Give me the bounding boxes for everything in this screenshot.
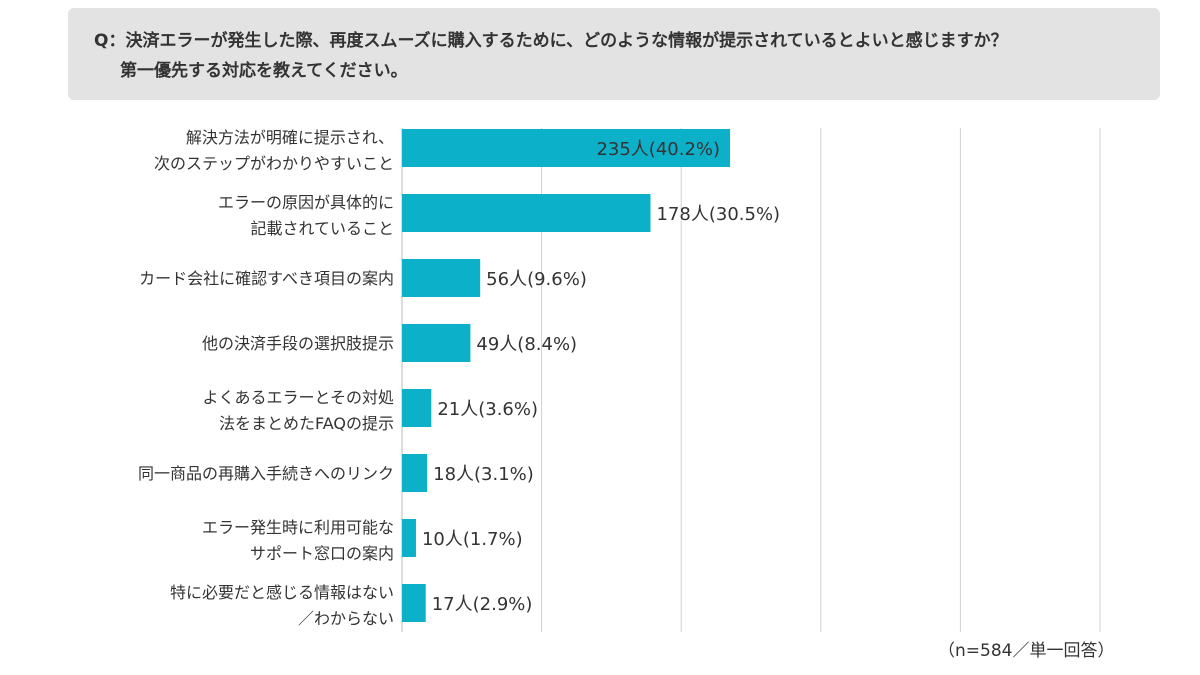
category-label: よくあるエラーとその対処法をまとめたFAQの提示 xyxy=(202,388,394,433)
category-label: カード会社に確認すべき項目の案内 xyxy=(139,269,394,288)
category-label: 他の決済手段の選択肢提示 xyxy=(202,334,394,353)
category-label: エラーの原因が具体的に記載されていること xyxy=(218,193,394,238)
bar xyxy=(402,389,432,427)
bar xyxy=(402,259,481,297)
data-label: 49人(8.4%) xyxy=(476,334,577,355)
sample-note: （n=584／単一回答） xyxy=(938,641,1115,661)
data-label: 17人(2.9%) xyxy=(432,594,533,615)
bar xyxy=(402,519,416,557)
category-label: 解決方法が明確に提示され、次のステップがわかりやすいこと xyxy=(154,128,394,173)
question-text: Q：決済エラーが発生した際、再度スムーズに購入するために、どのような情報が提示さ… xyxy=(94,31,1008,51)
data-label: 235人(40.2%) xyxy=(596,139,720,160)
question-subtext: 第一優先する対応を教えてください。 xyxy=(120,61,408,81)
bar xyxy=(402,454,428,492)
category-label: エラー発生時に利用可能なサポート窓口の案内 xyxy=(202,518,394,563)
data-label: 21人(3.6%) xyxy=(437,399,538,420)
bar xyxy=(402,324,471,362)
data-label: 10人(1.7%) xyxy=(422,529,523,550)
data-label: 56人(9.6%) xyxy=(486,269,587,290)
category-label: 特に必要だと感じる情報はない／わからない xyxy=(170,583,394,628)
bar xyxy=(402,584,426,622)
data-label: 178人(30.5%) xyxy=(656,204,780,225)
bar xyxy=(402,194,651,232)
data-label: 18人(3.1%) xyxy=(433,464,534,485)
bar xyxy=(402,129,731,167)
category-label: 同一商品の再購入手続きへのリンク xyxy=(138,464,394,483)
question-box xyxy=(68,8,1160,100)
